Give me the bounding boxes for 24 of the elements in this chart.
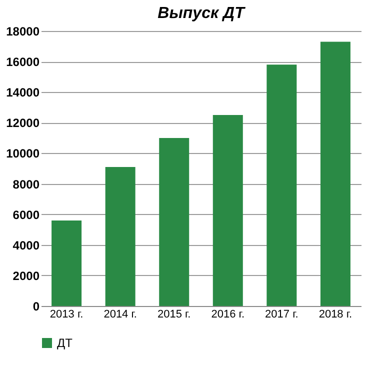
y-tick-label: 10000 xyxy=(6,146,40,161)
y-tick-label: 18000 xyxy=(6,24,40,38)
y-tick-label: 8000 xyxy=(12,177,40,192)
x-tick-label: 2018 г. xyxy=(318,308,352,320)
bar xyxy=(320,42,350,306)
bar xyxy=(105,166,136,306)
y-tick-label: 14000 xyxy=(6,86,40,100)
y-tick-label: 2000 xyxy=(12,268,40,283)
bar xyxy=(266,64,297,306)
y-tick-label: 4000 xyxy=(12,238,40,252)
y-tick-label: 12000 xyxy=(6,116,40,130)
x-tick-label: 2017 г. xyxy=(265,308,298,320)
bar xyxy=(52,220,82,306)
legend-label: ДТ xyxy=(57,336,74,350)
x-tick-label: 2013 г. xyxy=(50,308,84,320)
y-tick-label: 6000 xyxy=(12,208,40,222)
x-tick-label: 2016 г. xyxy=(211,308,245,320)
x-tick-label: 2015 г. xyxy=(157,308,191,320)
chart-title: Выпуск ДТ xyxy=(158,5,246,22)
y-tick-label: 16000 xyxy=(6,55,40,70)
bar xyxy=(159,138,190,306)
x-tick-label: 2014 г. xyxy=(104,308,137,320)
y-tick-label: 0 xyxy=(32,300,40,314)
bar xyxy=(212,115,243,306)
